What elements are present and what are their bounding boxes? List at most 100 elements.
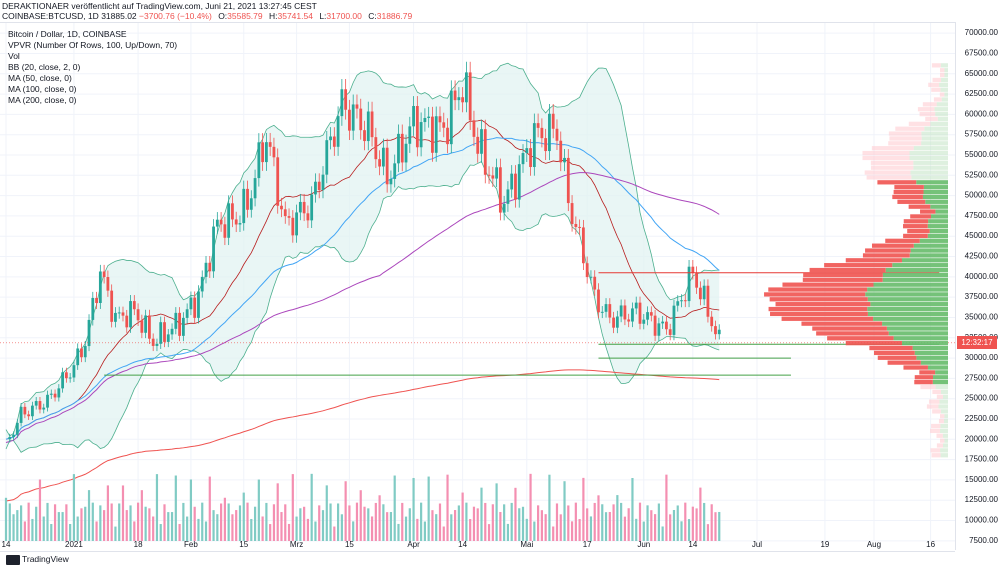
candle-body	[102, 271, 106, 278]
volume-bar	[431, 510, 434, 541]
candle-body	[370, 111, 374, 138]
vpvr-up-bar	[911, 175, 948, 180]
y-tick-label: 27500.00	[965, 373, 999, 382]
candle-body	[638, 302, 642, 324]
candle-body	[148, 315, 151, 339]
volume-bar	[163, 504, 166, 541]
y-tick-label: 50000.00	[965, 191, 999, 200]
candle-body	[461, 97, 465, 103]
candle-body	[68, 377, 72, 379]
candle-body	[615, 316, 619, 328]
candle-body	[249, 198, 253, 210]
vpvr-down-bar	[887, 360, 921, 365]
candle-body	[649, 312, 653, 316]
price-chart[interactable]: 14 2021 18 Feb 15 Mrz 15 Apr 14 Mai 17 Jun 14 Jul 19 Au…	[0, 23, 955, 551]
volume-bar	[427, 476, 430, 541]
candle-body	[114, 312, 117, 322]
vpvr-up-bar	[919, 238, 948, 243]
volume-bar	[182, 502, 185, 541]
vpvr-down-bar	[910, 214, 931, 219]
volume-bar	[687, 519, 691, 541]
volume-bar	[253, 506, 257, 541]
candle-body	[623, 305, 627, 320]
candle-body	[612, 317, 615, 328]
vpvr-down-bar	[768, 287, 868, 292]
volume-bar	[484, 502, 487, 541]
vpvr-up-bar	[944, 92, 948, 97]
volume-bar	[650, 510, 653, 541]
volume-bar	[227, 503, 230, 541]
vpvr-up-bar	[938, 404, 948, 409]
vpvr-up-bar	[886, 326, 948, 331]
candle-body	[151, 338, 155, 346]
candle-body	[555, 128, 559, 141]
volume-bar	[340, 514, 343, 541]
candle-body	[276, 157, 280, 206]
volume-bar	[318, 505, 321, 541]
candle-body	[91, 297, 95, 320]
candle-body	[204, 262, 208, 277]
volume-bar	[533, 521, 536, 541]
vpvr-up-bar	[944, 438, 948, 443]
vpvr-down-bar	[764, 292, 866, 297]
volume-bar	[114, 526, 117, 541]
volume-bar	[582, 477, 585, 541]
candle-body	[483, 129, 487, 175]
volume-bar	[491, 504, 494, 541]
vpvr-up-bar	[941, 97, 948, 102]
vpvr-down-bar	[871, 146, 914, 151]
candle-body	[510, 173, 514, 190]
candle-body	[408, 126, 412, 144]
vpvr-down-bar	[845, 258, 902, 263]
volume-bar	[544, 514, 547, 541]
volume-bar	[223, 497, 226, 541]
vpvr-down-bar	[877, 355, 917, 360]
x-tick-label: Mai	[520, 540, 533, 549]
candle-body	[404, 143, 408, 163]
volume-bar	[453, 510, 457, 541]
volume-bar	[348, 505, 351, 541]
open-label: O:	[218, 11, 228, 21]
vpvr-down-bar	[816, 331, 889, 336]
volume-bar	[472, 506, 476, 541]
volume-bar	[208, 476, 211, 541]
candle-body	[457, 97, 461, 101]
volume-bar	[4, 497, 8, 541]
volume-bar	[631, 478, 634, 541]
vpvr-down-bar	[845, 341, 902, 346]
volume-bar	[140, 490, 143, 541]
volume-bar	[231, 514, 234, 541]
y-tick-label: 47500.00	[965, 211, 999, 220]
candle-body	[570, 203, 574, 225]
volume-bar	[31, 518, 34, 541]
vpvr-down-bar	[862, 150, 910, 156]
candle-body	[502, 203, 506, 213]
vpvr-down-bar	[897, 199, 926, 204]
volume-bar	[336, 503, 340, 541]
vpvr-down-bar	[922, 102, 937, 107]
price-axis[interactable]: 70000.00 67500.00 65000.00 62500.00 60000.00…	[955, 22, 1000, 550]
vpvr-down-bar	[932, 409, 941, 414]
volume-bar	[314, 521, 317, 541]
vpvr-down-bar	[812, 326, 887, 331]
volume-bar	[235, 510, 238, 541]
legend-ma50: MA (50, close, 0)	[8, 73, 72, 83]
volume-bar	[106, 485, 109, 541]
candle-body	[389, 178, 393, 185]
candle-body	[95, 297, 98, 303]
candle-body	[578, 226, 582, 228]
chart-area[interactable]: 14 2021 18 Feb 15 Mrz 15 Apr 14 Mai 17 Jun 14 Jul 19 Au…	[0, 22, 955, 552]
volume-bar	[72, 474, 76, 541]
candle-body	[144, 315, 148, 333]
symbol-label: COINBASE:BTCUSD, 1D	[2, 11, 99, 21]
x-tick-label: Feb	[184, 540, 198, 549]
volume-bar	[178, 523, 181, 541]
candle-body	[193, 297, 197, 318]
candle-body	[468, 72, 472, 121]
vpvr-down-bar	[938, 419, 944, 424]
volume-bar	[706, 524, 710, 541]
vpvr-down-bar	[907, 228, 930, 234]
vpvr-up-bar	[922, 194, 948, 200]
vpvr-down-bar	[920, 384, 936, 390]
vpvr-down-bar	[869, 345, 913, 351]
